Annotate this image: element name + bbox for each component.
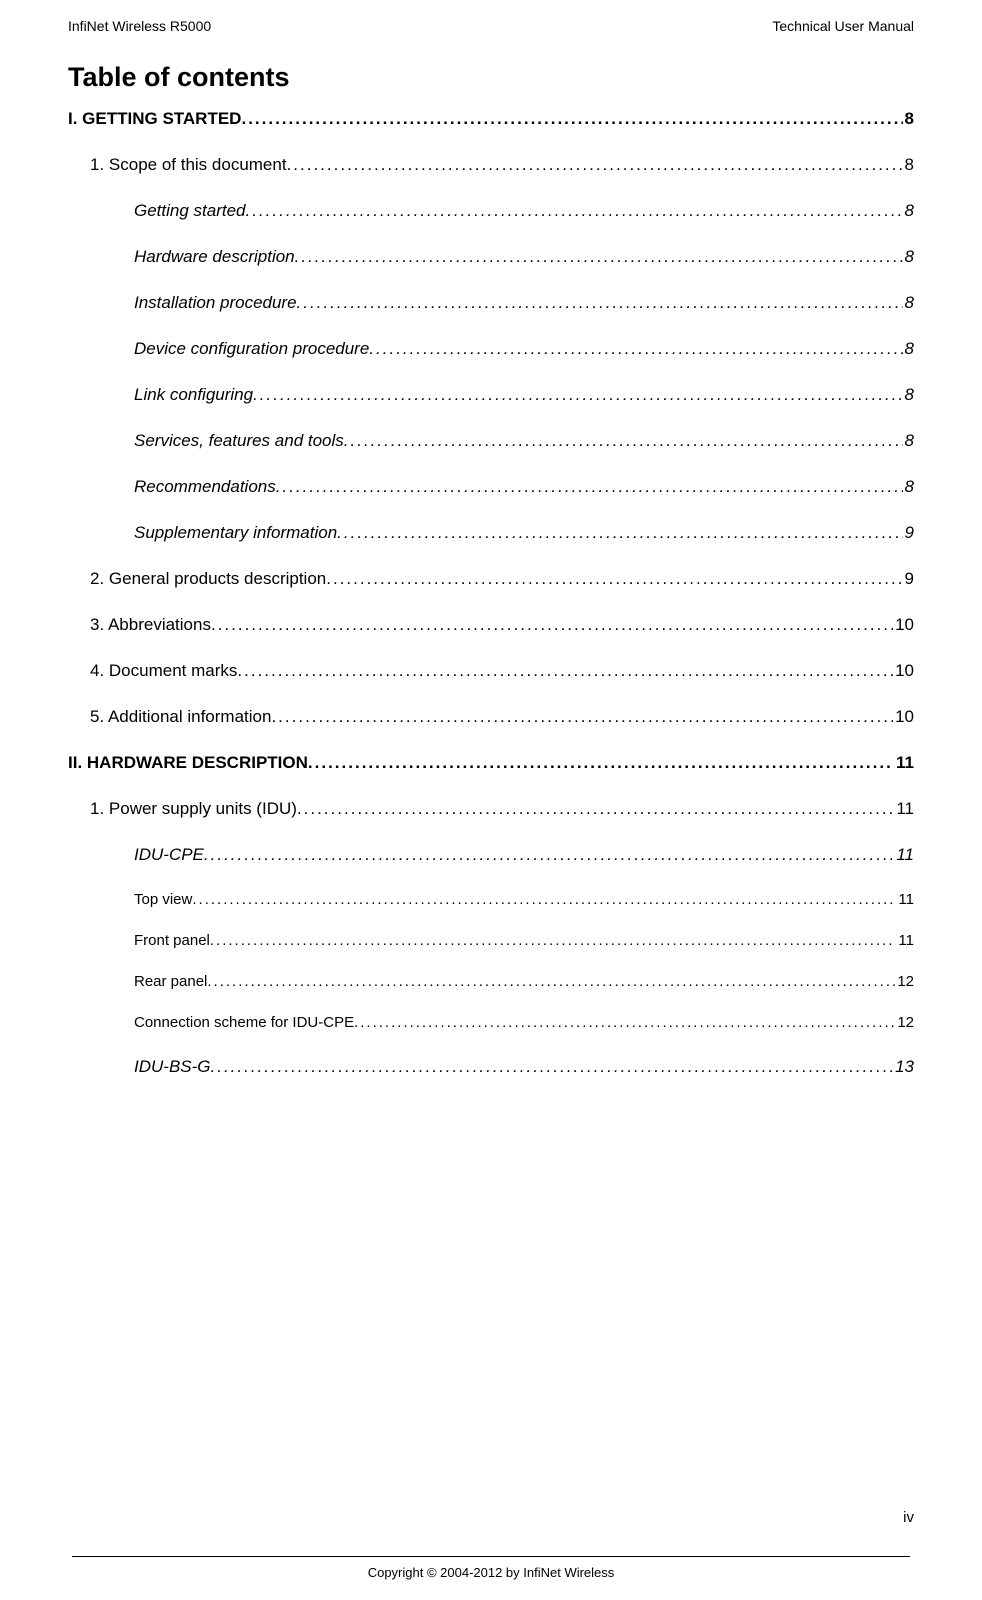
toc-entry-label: Supplementary information bbox=[134, 523, 337, 543]
toc-entry-label: IDU-BS-G bbox=[134, 1057, 211, 1077]
toc-leader: ........................................… bbox=[287, 155, 903, 175]
toc-entry: Supplementary information ..............… bbox=[134, 523, 914, 543]
toc-leader: ........................................… bbox=[241, 109, 902, 129]
toc-entry-page: 11 bbox=[894, 799, 914, 819]
toc-entry-page: 11 bbox=[896, 891, 914, 908]
toc-leader: ........................................… bbox=[210, 932, 897, 949]
toc-entry-page: 11 bbox=[894, 845, 914, 865]
toc-entry: Rear panel .............................… bbox=[134, 973, 914, 990]
toc-leader: ........................................… bbox=[326, 569, 902, 589]
toc-entry: Link configuring........................… bbox=[134, 385, 914, 405]
toc-entry-label: I. GETTING STARTED bbox=[68, 109, 241, 129]
toc-entry-page: 8 bbox=[903, 155, 914, 175]
toc-entry: Recommendations ........................… bbox=[134, 477, 914, 497]
toc-leader: ........................................… bbox=[308, 753, 894, 773]
toc-entry-label: Connection scheme for IDU-CPE bbox=[134, 1014, 354, 1031]
toc-entry-label: 1. Power supply units (IDU) bbox=[90, 799, 297, 819]
toc-entry-label: 1. Scope of this document bbox=[90, 155, 287, 175]
toc-entry: IDU-CPE.................................… bbox=[134, 845, 914, 865]
header-right: Technical User Manual bbox=[772, 18, 914, 34]
copyright-text: Copyright © 2004-2012 by InfiNet Wireles… bbox=[68, 1565, 914, 1580]
toc-entry-label: 2. General products description bbox=[90, 569, 326, 589]
toc-entry-label: Rear panel bbox=[134, 973, 207, 990]
toc-entry: 1. Power supply units (IDU).............… bbox=[90, 799, 914, 819]
toc-leader: ........................................… bbox=[237, 661, 893, 681]
toc-entry: 1. Scope of this document ..............… bbox=[90, 155, 914, 175]
toc-entry: Services, features and tools............… bbox=[134, 431, 914, 451]
toc-entry: 3. Abbreviations .......................… bbox=[90, 615, 914, 635]
toc-leader: ........................................… bbox=[253, 385, 902, 405]
toc-leader: ........................................… bbox=[295, 247, 903, 267]
toc-entry: Getting started.........................… bbox=[134, 201, 914, 221]
toc-list: I. GETTING STARTED .....................… bbox=[68, 109, 914, 1077]
page-number: iv bbox=[68, 1509, 914, 1526]
toc-entry-page: 9 bbox=[903, 523, 914, 543]
toc-entry-page: 8 bbox=[903, 293, 914, 313]
toc-entry-label: Top view bbox=[134, 891, 192, 908]
header-left: InfiNet Wireless R5000 bbox=[68, 18, 211, 34]
toc-entry-page: 13 bbox=[893, 1057, 914, 1077]
toc-leader: ........................................… bbox=[211, 1057, 894, 1077]
toc-entry: Installation procedure .................… bbox=[134, 293, 914, 313]
toc-leader: ........................................… bbox=[192, 891, 896, 908]
toc-entry-page: 8 bbox=[903, 431, 914, 451]
toc-entry-label: IDU-CPE bbox=[134, 845, 204, 865]
toc-entry-label: 3. Abbreviations bbox=[90, 615, 211, 635]
toc-entry-label: Services, features and tools bbox=[134, 431, 344, 451]
toc-entry-page: 10 bbox=[893, 661, 914, 681]
toc-entry: 4. Document marks ......................… bbox=[90, 661, 914, 681]
page-header: InfiNet Wireless R5000 Technical User Ma… bbox=[68, 18, 914, 34]
toc-entry-label: 5. Additional information bbox=[90, 707, 271, 727]
toc-entry-page: 8 bbox=[903, 247, 914, 267]
toc-entry-label: II. HARDWARE DESCRIPTION bbox=[68, 753, 308, 773]
toc-leader: ........................................… bbox=[204, 845, 894, 865]
toc-entry: 2. General products description.........… bbox=[90, 569, 914, 589]
toc-entry-page: 10 bbox=[893, 707, 914, 727]
document-page: InfiNet Wireless R5000 Technical User Ma… bbox=[0, 0, 982, 1600]
toc-entry-label: Front panel bbox=[134, 932, 210, 949]
toc-entry: Device configuration procedure .........… bbox=[134, 339, 914, 359]
toc-leader: ........................................… bbox=[211, 615, 893, 635]
toc-entry: 5. Additional information...............… bbox=[90, 707, 914, 727]
toc-entry-page: 8 bbox=[903, 477, 914, 497]
toc-entry-label: Installation procedure bbox=[134, 293, 297, 313]
toc-entry-label: Link configuring bbox=[134, 385, 253, 405]
toc-entry: I. GETTING STARTED .....................… bbox=[68, 109, 914, 129]
toc-entry-page: 8 bbox=[903, 201, 914, 221]
toc-entry-label: 4. Document marks bbox=[90, 661, 237, 681]
toc-leader: ........................................… bbox=[276, 477, 903, 497]
toc-title: Table of contents bbox=[68, 62, 914, 93]
footer-divider bbox=[72, 1556, 910, 1557]
toc-leader: ........................................… bbox=[246, 201, 903, 221]
toc-leader: ........................................… bbox=[354, 1014, 895, 1031]
toc-leader: ........................................… bbox=[297, 799, 894, 819]
toc-entry: Hardware description....................… bbox=[134, 247, 914, 267]
toc-entry-page: 9 bbox=[903, 569, 914, 589]
toc-entry-page: 8 bbox=[903, 385, 914, 405]
toc-entry: II. HARDWARE DESCRIPTION................… bbox=[68, 753, 914, 773]
toc-entry: Connection scheme for IDU-CPE...........… bbox=[134, 1014, 914, 1031]
toc-entry-label: Hardware description bbox=[134, 247, 295, 267]
toc-entry: Front panel ............................… bbox=[134, 932, 914, 949]
page-footer: iv Copyright © 2004-2012 by InfiNet Wire… bbox=[68, 1509, 914, 1580]
toc-entry-page: 8 bbox=[903, 109, 914, 129]
toc-leader: ........................................… bbox=[207, 973, 895, 990]
toc-entry: IDU-BS-G................................… bbox=[134, 1057, 914, 1077]
toc-leader: ........................................… bbox=[337, 523, 902, 543]
toc-entry-label: Getting started bbox=[134, 201, 246, 221]
toc-entry-page: 12 bbox=[895, 1014, 914, 1031]
toc-entry-page: 8 bbox=[903, 339, 914, 359]
toc-leader: ........................................… bbox=[297, 293, 903, 313]
toc-leader: ........................................… bbox=[271, 707, 893, 727]
toc-leader: ........................................… bbox=[344, 431, 903, 451]
toc-entry-page: 11 bbox=[896, 932, 914, 949]
toc-entry-label: Recommendations bbox=[134, 477, 276, 497]
toc-entry-label: Device configuration procedure bbox=[134, 339, 369, 359]
toc-entry-page: 10 bbox=[893, 615, 914, 635]
toc-leader: ........................................… bbox=[369, 339, 902, 359]
toc-entry: Top view................................… bbox=[134, 891, 914, 908]
toc-entry-page: 11 bbox=[894, 753, 914, 773]
toc-entry-page: 12 bbox=[895, 973, 914, 990]
